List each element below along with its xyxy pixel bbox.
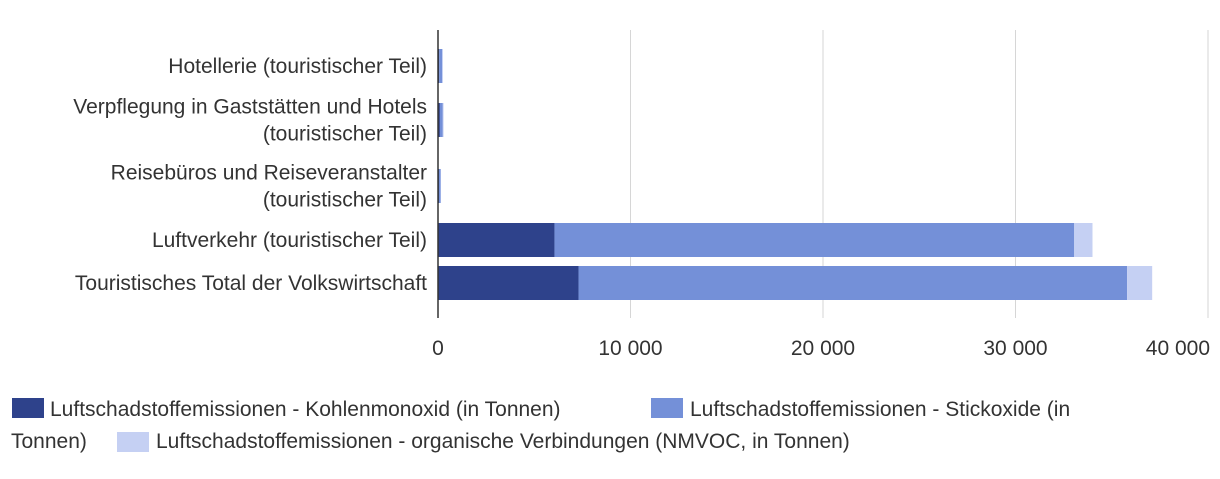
bar-segment-series-3-row-2 (442, 103, 444, 137)
x-tick-label: 20 000 (791, 337, 855, 360)
bar-segment-series-1-row-4 (438, 223, 555, 257)
legend-label-3: Luftschadstoffemissionen - organische Ve… (156, 430, 850, 453)
category-label: Luftverkehr (touristischer Teil) (152, 229, 427, 252)
tick-labels: 0 10 000 20 000 30 000 40 000 (432, 337, 1210, 360)
legend-swatch-3 (117, 432, 149, 452)
legend-swatch-1 (12, 398, 44, 418)
bar-segment-series-2-row-1 (439, 49, 443, 83)
bar-segment-series-1-row-5 (438, 266, 579, 300)
bar-segment-series-3-row-5 (1127, 266, 1153, 300)
category-label: Touristisches Total der Volkswirtschaft (75, 272, 427, 295)
legend: Luftschadstoffemissionen - Kohlenmonoxid… (11, 398, 1070, 453)
x-tick-label: 30 000 (983, 337, 1047, 360)
legend-swatch-2 (651, 398, 683, 418)
legend-label-1: Luftschadstoffemissionen - Kohlenmonoxid… (50, 398, 561, 421)
bar-segment-series-3-row-3 (440, 169, 442, 203)
bars (438, 49, 1153, 300)
category-label: (touristischer Teil) (263, 189, 427, 212)
x-tick-label: 40 000 (1146, 337, 1210, 360)
legend-label-2: Luftschadstoffemissionen - Stickoxide (i… (690, 398, 1070, 421)
legend-label-2-continued: Tonnen) (11, 430, 87, 453)
category-labels: Hotellerie (touristischer Teil) Verpflegu… (73, 55, 427, 295)
x-tick-label: 0 (432, 337, 444, 360)
bar-segment-series-3-row-1 (442, 49, 444, 83)
bar-segment-series-1-row-2 (438, 103, 440, 137)
category-label: Verpflegung in Gaststätten und Hotels (73, 96, 427, 119)
bar-segment-series-2-row-2 (439, 103, 443, 137)
category-label: Hotellerie (touristischer Teil) (168, 55, 427, 78)
bar-segment-series-2-row-4 (554, 223, 1075, 257)
bar-segment-series-2-row-3 (438, 169, 441, 203)
category-label: (touristischer Teil) (263, 123, 427, 146)
category-label: Reisebüros und Reiseveranstalter (111, 162, 427, 185)
bar-segment-series-2-row-5 (578, 266, 1128, 300)
bar-segment-series-3-row-4 (1074, 223, 1093, 257)
x-tick-label: 10 000 (598, 337, 662, 360)
